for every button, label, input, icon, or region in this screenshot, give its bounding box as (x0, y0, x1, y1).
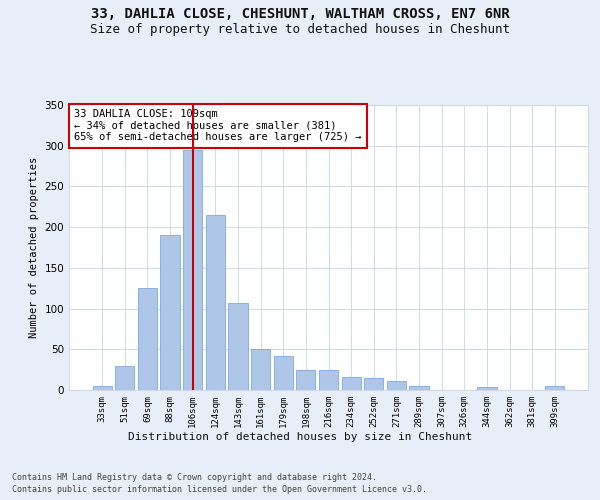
Text: 33 DAHLIA CLOSE: 109sqm
← 34% of detached houses are smaller (381)
65% of semi-d: 33 DAHLIA CLOSE: 109sqm ← 34% of detache… (74, 110, 362, 142)
Bar (341, 377, 361, 390)
Text: Contains HM Land Registry data © Crown copyright and database right 2024.: Contains HM Land Registry data © Crown c… (12, 472, 377, 482)
Y-axis label: Number of detached properties: Number of detached properties (29, 157, 39, 338)
Bar (229, 303, 248, 390)
Text: Size of property relative to detached houses in Cheshunt: Size of property relative to detached ho… (90, 22, 510, 36)
Text: Distribution of detached houses by size in Cheshunt: Distribution of detached houses by size … (128, 432, 472, 442)
Bar (319, 370, 338, 390)
Bar (545, 386, 565, 390)
Text: Contains public sector information licensed under the Open Government Licence v3: Contains public sector information licen… (12, 485, 427, 494)
Bar (206, 215, 225, 390)
Bar (160, 236, 180, 390)
Bar (92, 386, 112, 390)
Bar (115, 366, 134, 390)
Bar (387, 381, 406, 390)
Bar (296, 370, 316, 390)
Bar (251, 350, 270, 390)
Text: 33, DAHLIA CLOSE, CHESHUNT, WALTHAM CROSS, EN7 6NR: 33, DAHLIA CLOSE, CHESHUNT, WALTHAM CROS… (91, 8, 509, 22)
Bar (477, 386, 497, 390)
Bar (183, 150, 202, 390)
Bar (409, 386, 428, 390)
Bar (138, 288, 157, 390)
Bar (274, 356, 293, 390)
Bar (364, 378, 383, 390)
